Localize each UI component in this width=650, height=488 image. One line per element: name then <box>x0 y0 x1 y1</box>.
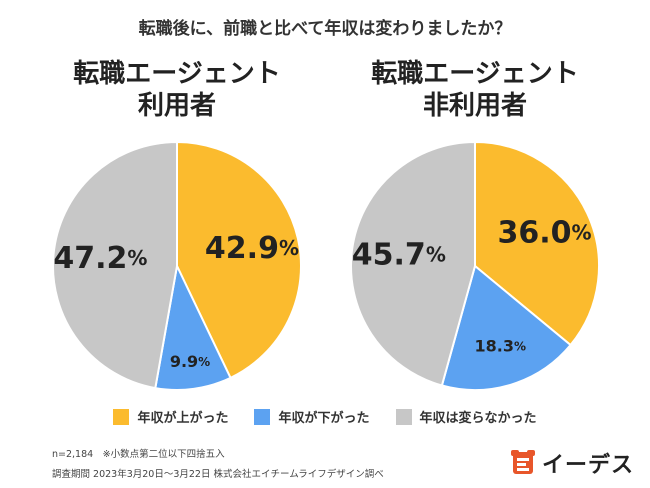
left-pie-label-down: 9.9% <box>170 351 210 370</box>
legend-swatch-down <box>254 408 271 425</box>
legend-item-up: 年収が上がった <box>113 407 228 426</box>
right-pie-chart: 36.0% 18.3% 45.7% <box>350 140 600 391</box>
left-pie-chart: 42.9% 9.9% 47.2% <box>52 140 302 391</box>
left-pie-slice-same <box>52 140 178 390</box>
right-pie-label-up: 36.0% <box>498 215 592 250</box>
left-chart-title: 転職エージェント 利用者 <box>27 58 327 122</box>
left-pie-slice-up <box>176 140 302 380</box>
sample-note: n=2,184 ※小数点第二位以下四捨五入 <box>52 449 225 460</box>
right-chart-title: 転職エージェント 非利用者 <box>325 58 625 122</box>
legend-label-up: 年収が上がった <box>137 411 229 426</box>
right-pie-slice-down <box>440 264 572 391</box>
survey-period-note: 調査期間 2023年3月20日～3月22日 株式会社エイチームライフデザイン調べ <box>52 469 384 480</box>
legend-item-same: 年収は変らなかった <box>395 407 537 426</box>
brand-logo-text: イーデス <box>542 453 635 478</box>
right-title-line-1: 転職エージェント <box>371 59 579 89</box>
left-title-line-1: 転職エージェント <box>73 59 281 89</box>
legend-label-same: 年収は変らなかった <box>419 411 537 426</box>
legend-swatch-same <box>395 408 412 425</box>
right-title-line-2: 非利用者 <box>422 91 527 121</box>
legend-swatch-up <box>113 408 130 425</box>
legend: 年収が上がった 年収が下がった 年収は変らなかった <box>0 407 650 426</box>
survey-question: 転職後に、前職と比べて年収は変わりましたか？ <box>138 19 512 39</box>
brand-logo-icon <box>511 450 535 474</box>
left-pie-label-same: 47.2% <box>53 241 147 276</box>
right-pie-label-same: 45.7% <box>352 237 446 272</box>
left-pie-label-up: 42.9% <box>205 230 299 265</box>
legend-label-down: 年収が下がった <box>278 411 370 426</box>
right-pie-slice-up <box>474 140 600 347</box>
left-pie-slice-down <box>154 262 232 391</box>
brand-logo: イーデス <box>510 447 634 479</box>
right-pie-slice-same <box>350 140 476 387</box>
right-pie-label-down: 18.3% <box>475 336 527 355</box>
legend-item-down: 年収が下がった <box>254 407 370 426</box>
left-title-line-2: 利用者 <box>137 91 216 121</box>
